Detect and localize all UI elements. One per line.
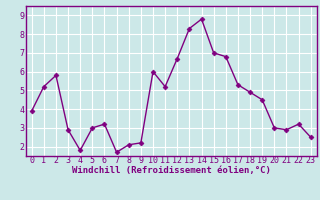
X-axis label: Windchill (Refroidissement éolien,°C): Windchill (Refroidissement éolien,°C) [72, 166, 271, 175]
